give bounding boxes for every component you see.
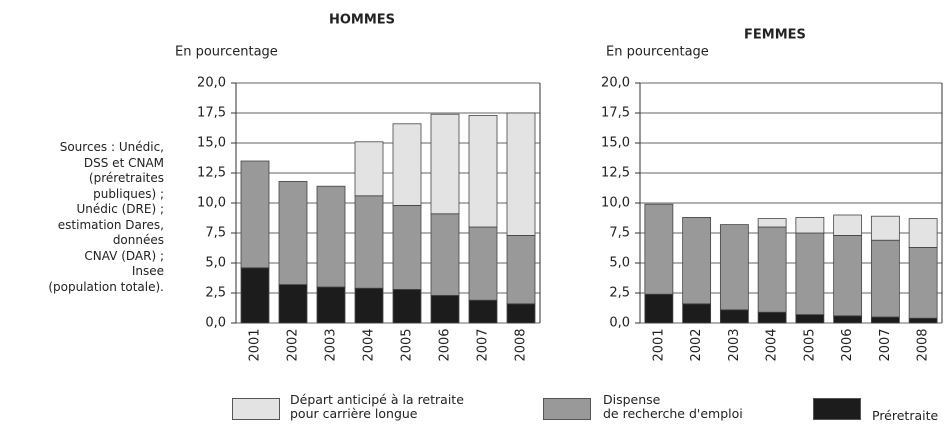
y-tick-label: 12,5 — [197, 166, 226, 181]
x-tick-label: 2005 — [802, 328, 817, 361]
y-tick-label: 20,0 — [601, 76, 630, 91]
y-tick-label: 7,5 — [609, 226, 630, 241]
bar-segment — [870, 316, 900, 324]
y-tick-label: 0,0 — [205, 316, 226, 331]
bar-segment — [354, 195, 384, 289]
y-tick-label: 2,5 — [609, 286, 630, 301]
bar-segment — [240, 267, 270, 324]
bar-segment — [506, 234, 536, 305]
bar-segment — [757, 311, 787, 324]
bar-segment — [644, 293, 674, 324]
x-tick-label: 2001 — [248, 328, 263, 361]
bar-segment — [468, 226, 498, 301]
y-tick-label: 2,5 — [205, 286, 226, 301]
bar-segment — [757, 218, 787, 228]
bar-segment — [833, 214, 863, 236]
x-tick-label: 2008 — [514, 328, 529, 361]
x-tick-label: 2007 — [476, 328, 491, 361]
x-tick-label: 2001 — [651, 328, 666, 361]
x-tick-label: 2002 — [689, 328, 704, 361]
y-tick-label: 0,0 — [609, 316, 630, 331]
x-tick-label: 2003 — [727, 328, 742, 361]
y-tick-label: 15,0 — [601, 136, 630, 151]
x-tick-label: 2003 — [324, 328, 339, 361]
bar-segment — [430, 113, 460, 215]
legend-label: Départ anticipé à la retraite pour carri… — [290, 392, 464, 421]
bar-segment — [870, 215, 900, 241]
bar-segment — [833, 234, 863, 317]
bar-segment — [870, 239, 900, 318]
bar-segment — [833, 315, 863, 324]
x-tick-label: 2002 — [286, 328, 301, 361]
y-tick-label: 15,0 — [197, 136, 226, 151]
bar-segment — [644, 203, 674, 295]
y-tick-label: 12,5 — [601, 166, 630, 181]
bar-segment — [430, 294, 460, 324]
sources: Sources : Unédic, DSS et CNAM (préretrai… — [48, 140, 164, 294]
bar-segment — [757, 226, 787, 313]
bar-segment — [719, 309, 749, 324]
x-tick-label: 2008 — [916, 328, 931, 361]
bar-segment — [908, 218, 938, 248]
bar-segment — [682, 216, 712, 305]
bar-segment — [354, 287, 384, 324]
bar-segment — [240, 160, 270, 269]
bar-segment — [506, 303, 536, 324]
bar-segment — [430, 213, 460, 296]
y-axis-label: En pourcentage — [175, 45, 278, 60]
bar-segment — [278, 180, 308, 285]
legend-swatch — [232, 398, 280, 420]
x-tick-label: 2007 — [878, 328, 893, 361]
y-tick-label: 7,5 — [205, 226, 226, 241]
y-tick-label: 20,0 — [197, 76, 226, 91]
bar-segment — [908, 317, 938, 324]
x-tick-label: 2005 — [400, 328, 415, 361]
x-tick-label: 2004 — [362, 328, 377, 361]
chart-title: HOMMES — [329, 13, 395, 28]
bar-segment — [795, 216, 825, 234]
bar-segment — [719, 224, 749, 311]
bar-segment — [506, 112, 536, 236]
bar-segment — [908, 246, 938, 319]
y-tick-label: 17,5 — [197, 106, 226, 121]
bar-segment — [392, 123, 422, 206]
x-tick-label: 2006 — [438, 328, 453, 361]
y-tick-label: 10,0 — [197, 196, 226, 211]
y-tick-label: 17,5 — [601, 106, 630, 121]
y-axis-label: En pourcentage — [606, 45, 709, 60]
bar-segment — [682, 303, 712, 324]
x-tick-label: 2006 — [840, 328, 855, 361]
y-tick-label: 5,0 — [609, 256, 630, 271]
y-tick-label: 5,0 — [205, 256, 226, 271]
bar-segment — [316, 185, 346, 288]
bar-segment — [278, 284, 308, 324]
bar-segment — [468, 115, 498, 228]
bar-segment — [354, 141, 384, 197]
bar-segment — [795, 314, 825, 324]
x-tick-label: 2004 — [765, 328, 780, 361]
y-tick-label: 10,0 — [601, 196, 630, 211]
bar-segment — [316, 286, 346, 324]
legend-swatch — [813, 398, 861, 420]
bar-segment — [468, 299, 498, 324]
bar-segment — [392, 204, 422, 290]
legend-label: Dispense de recherche d'emploi — [603, 392, 743, 421]
legend-label: Préretraite — [872, 408, 939, 423]
bar-segment — [392, 288, 422, 324]
chart-title: FEMMES — [744, 28, 806, 43]
legend-swatch — [543, 398, 591, 420]
bar-segment — [795, 232, 825, 315]
